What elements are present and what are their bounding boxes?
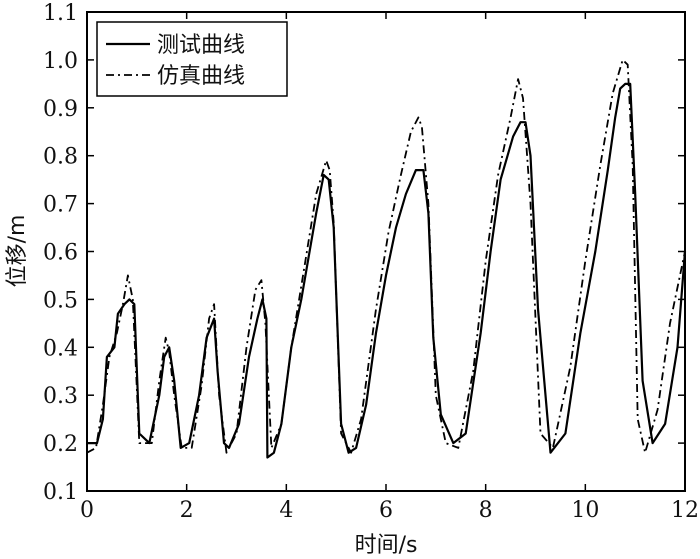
series-line-sim: [86, 59, 686, 454]
y-tick-label: 1.0: [43, 49, 78, 74]
y-tick-label: 0.1: [43, 480, 78, 505]
series-layer: [86, 59, 687, 459]
x-axis-title: 时间/s: [355, 533, 418, 558]
y-tick-label: 0.4: [43, 336, 78, 361]
x-tick-label: 12: [671, 498, 699, 523]
x-tick-label: 6: [379, 498, 393, 523]
legend: 测试曲线 仿真曲线: [96, 21, 288, 97]
y-tick-label: 0.7: [43, 193, 78, 218]
x-tick-label: 10: [571, 498, 599, 523]
x-tick-label: 4: [279, 498, 293, 523]
legend-box: [96, 21, 288, 97]
y-axis-title: 位移/m: [5, 215, 30, 288]
tick-layer: 0 2 4 6 8 10 12 0.1 0.2 0.3 0.4 0.5 0.6 0.7 0.8 0.9 1.0 1…: [43, 1, 699, 523]
y-tick-label: 0.2: [43, 432, 78, 457]
y-tick-label: 0.6: [43, 241, 78, 266]
x-tick-label: 8: [479, 498, 493, 523]
legend-label-test: 测试曲线: [157, 33, 245, 58]
y-tick-label: 0.8: [43, 145, 78, 170]
legend-label-sim: 仿真曲线: [157, 64, 245, 89]
x-tick-label: 2: [180, 498, 194, 523]
y-tick-label: 0.5: [43, 288, 78, 313]
y-tick-label: 0.9: [43, 97, 78, 122]
y-tick-label: 1.1: [43, 1, 78, 26]
series-line-test: [87, 82, 687, 459]
x-tick-label: 0: [80, 498, 94, 523]
y-tick-label: 0.3: [43, 384, 78, 409]
